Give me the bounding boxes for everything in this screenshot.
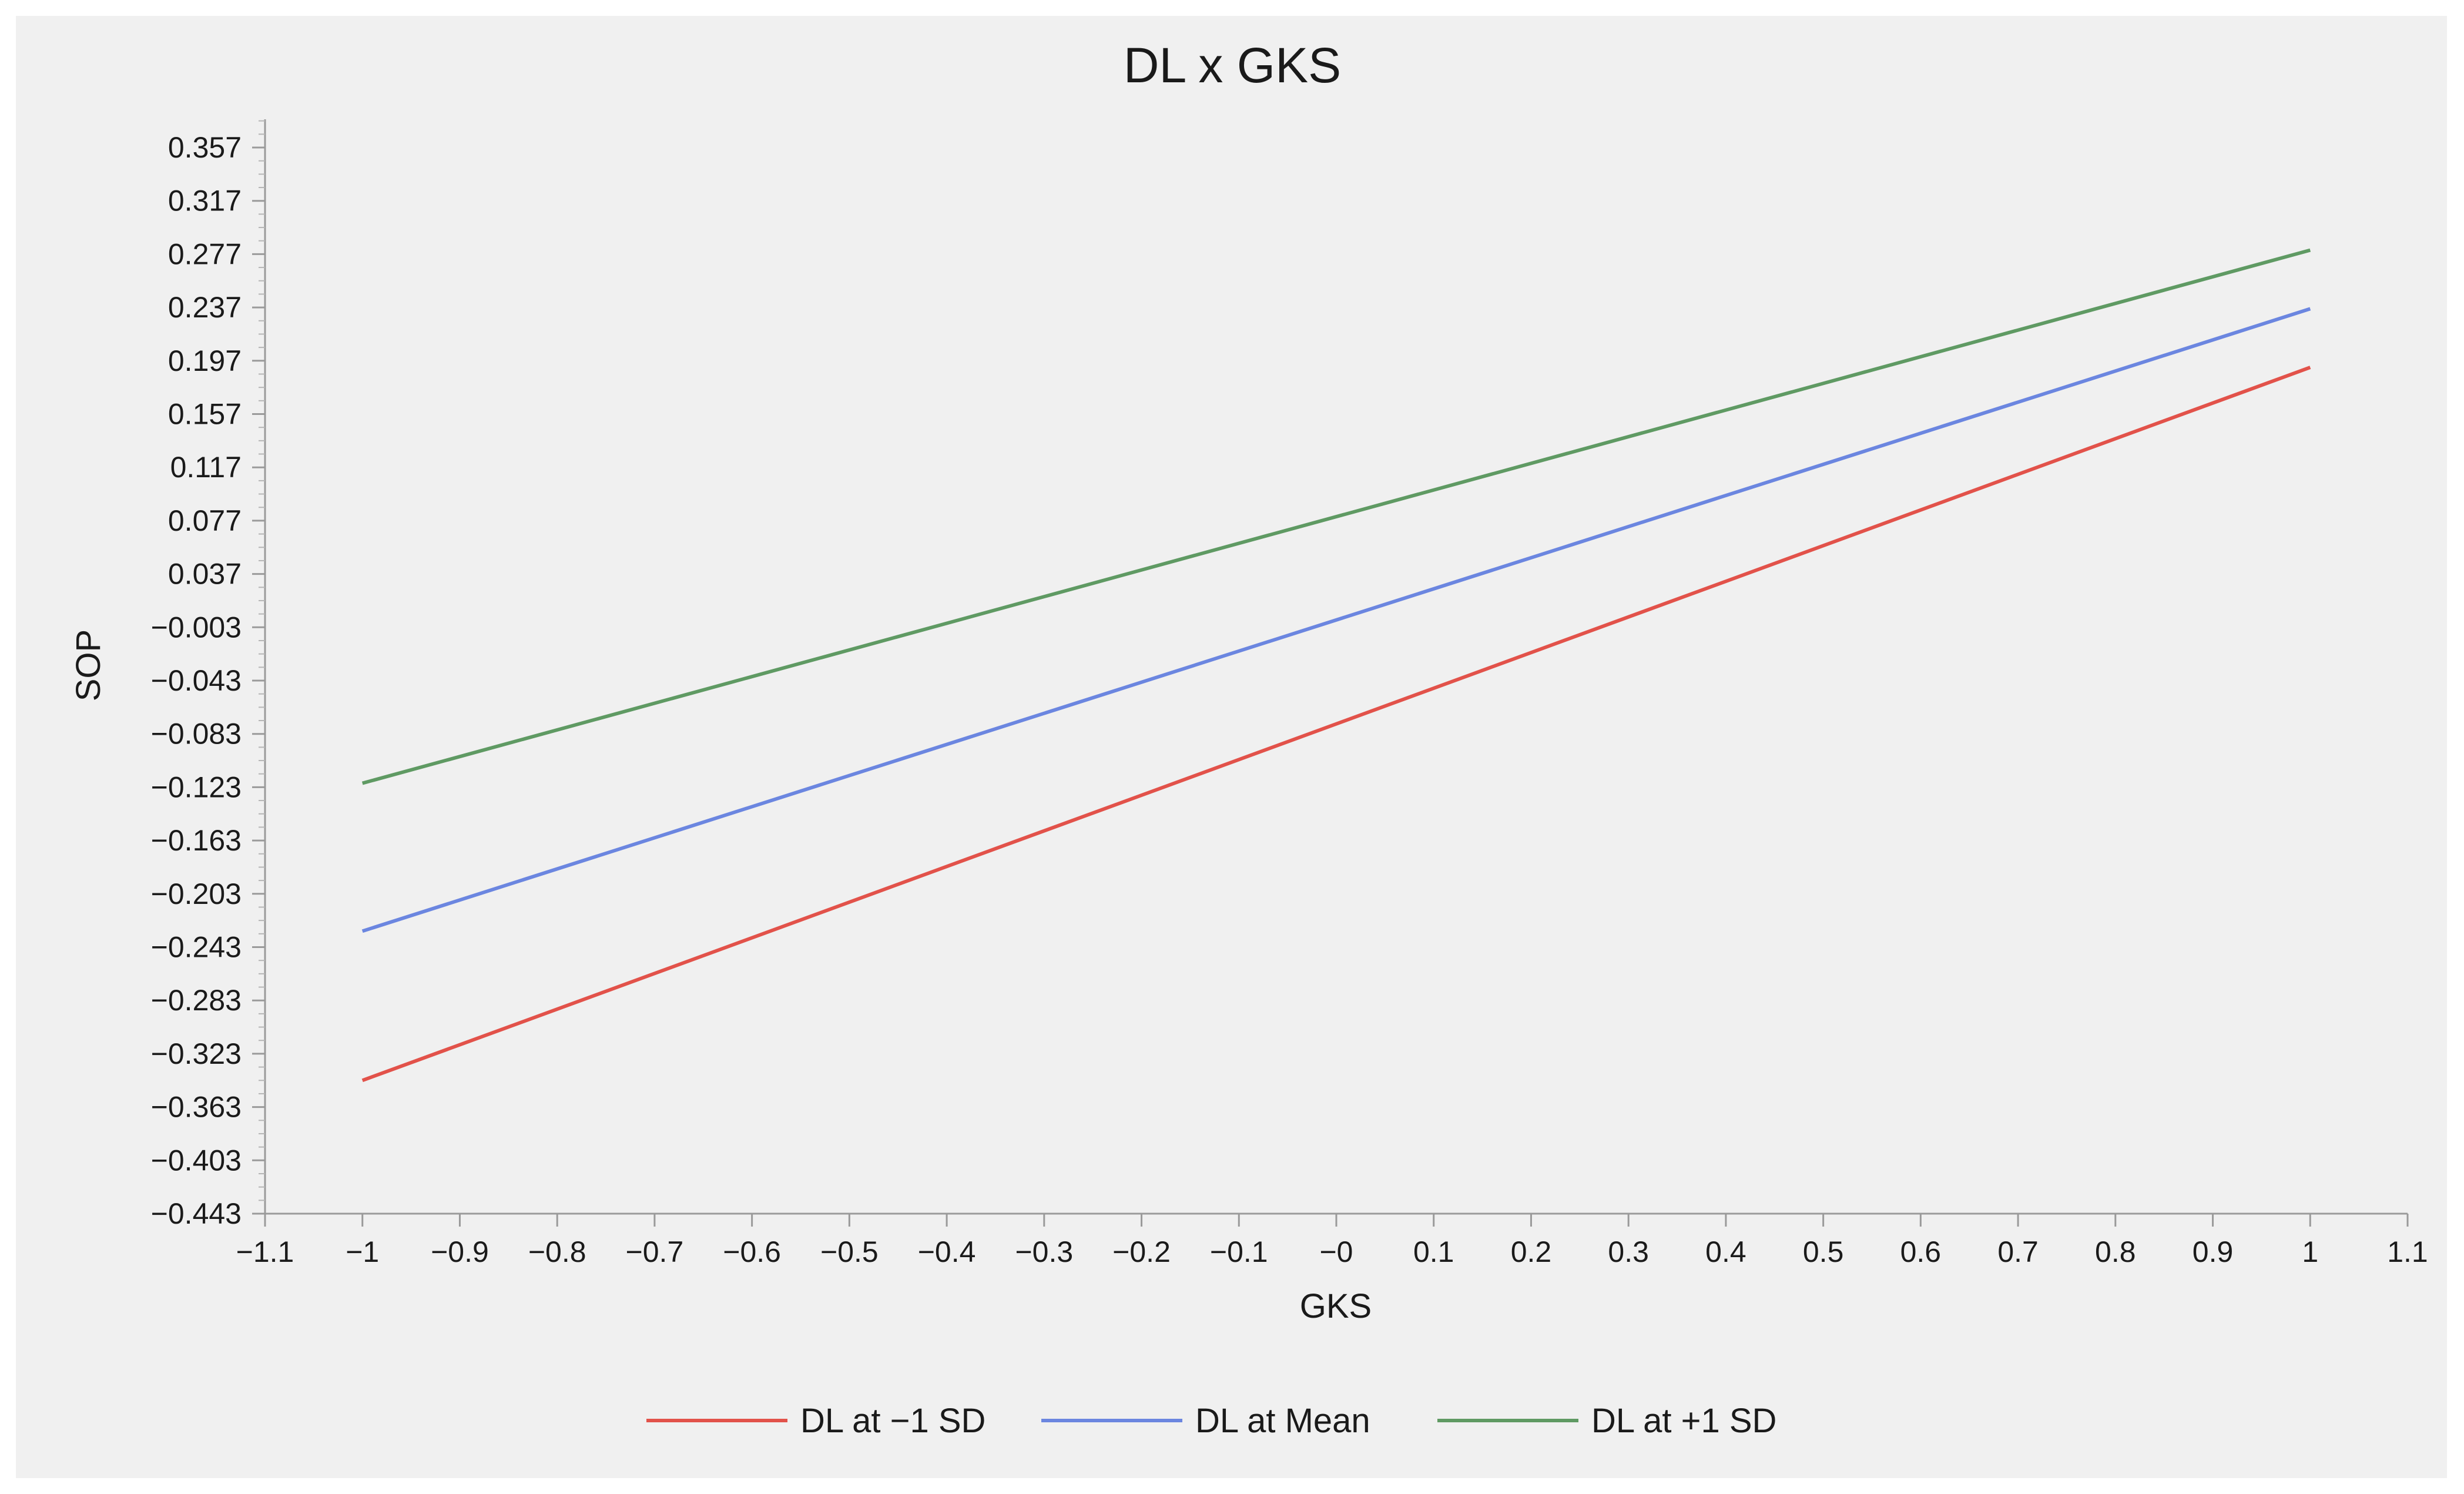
y-tick-label: 0.077	[168, 504, 242, 537]
y-tick-label: −0.163	[151, 824, 242, 857]
x-tick-label: −0.7	[626, 1235, 684, 1268]
x-tick-label: 0.3	[1608, 1235, 1649, 1268]
x-tick-label: 0.5	[1803, 1235, 1844, 1268]
chart-title: DL x GKS	[1124, 38, 1341, 93]
y-tick-label: −0.363	[151, 1091, 242, 1124]
y-tick-label: −0.283	[151, 984, 242, 1017]
x-tick-label: −0.1	[1210, 1235, 1268, 1268]
legend-label-2: DL at +1 SD	[1591, 1402, 1776, 1440]
x-tick-label: −1.1	[236, 1235, 294, 1268]
y-axis-label: SOP	[69, 629, 108, 702]
x-axis-label: GKS	[1300, 1287, 1372, 1325]
series-line-1	[361, 307, 2311, 933]
y-tick-label: −0.203	[151, 877, 242, 910]
chart-panel	[16, 16, 2447, 1478]
y-tick-label: 0.157	[168, 398, 242, 431]
y-tick-label: −0.043	[151, 664, 242, 697]
y-tick-label: −0.003	[151, 611, 242, 644]
series-lines	[361, 248, 2311, 1083]
legend-label-0: DL at −1 SD	[800, 1402, 985, 1440]
y-tick-label: −0.403	[151, 1144, 242, 1177]
x-tick-label: −0.6	[723, 1235, 781, 1268]
x-tick-label: −0.8	[528, 1235, 586, 1268]
x-tick-label: 0.4	[1705, 1235, 1746, 1268]
y-tick-label: 0.237	[168, 291, 242, 324]
x-tick-label: −0.9	[431, 1235, 489, 1268]
y-tick-label: −0.323	[151, 1037, 242, 1070]
x-tick-label: −0	[1319, 1235, 1353, 1268]
x-tick-label: −1	[346, 1235, 379, 1268]
y-tick-label: 0.277	[168, 237, 242, 270]
series-line-2	[361, 248, 2311, 785]
y-tick-label: 0.197	[168, 344, 242, 377]
legend-label-1: DL at Mean	[1195, 1402, 1370, 1440]
x-tick-label: 1.1	[2387, 1235, 2428, 1268]
x-tick-label: 0.2	[1511, 1235, 1552, 1268]
x-tick-label: 0.9	[2193, 1235, 2234, 1268]
y-tick-label: −0.243	[151, 931, 242, 964]
series-line-0	[361, 366, 2311, 1083]
y-axis: 0.357 0.317 0.277 0.237 0.197 0.157 0.117 0.077…	[151, 119, 266, 1230]
y-tick-label: 0.117	[170, 451, 242, 484]
x-tick-label: 0.1	[1413, 1235, 1454, 1268]
y-tick-label: 0.357	[168, 131, 242, 164]
y-tick-label: −0.123	[151, 771, 242, 803]
x-tick-label: 1	[2302, 1235, 2318, 1268]
x-tick-label: 0.6	[1900, 1235, 1942, 1268]
y-tick-label: −0.083	[151, 718, 242, 751]
y-tick-label: 0.317	[168, 185, 242, 217]
x-tick-label: −0.4	[918, 1235, 976, 1268]
x-tick-label: −0.3	[1015, 1235, 1073, 1268]
x-tick-label: −0.5	[820, 1235, 879, 1268]
x-tick-label: −0.2	[1112, 1235, 1171, 1268]
y-tick-label: −0.443	[151, 1197, 242, 1230]
x-tick-label: 0.7	[1997, 1235, 2039, 1268]
legend: DL at −1 SD DL at Mean DL at +1 SD	[646, 1402, 1776, 1440]
x-axis: −1.1 −1 −0.9 −0.8 −0.7 −0.6 −0.5 −0.4 −0.3 −0.2 −0…	[236, 1212, 2428, 1268]
x-tick-label: 0.8	[2095, 1235, 2136, 1268]
y-tick-label: 0.037	[168, 558, 242, 591]
